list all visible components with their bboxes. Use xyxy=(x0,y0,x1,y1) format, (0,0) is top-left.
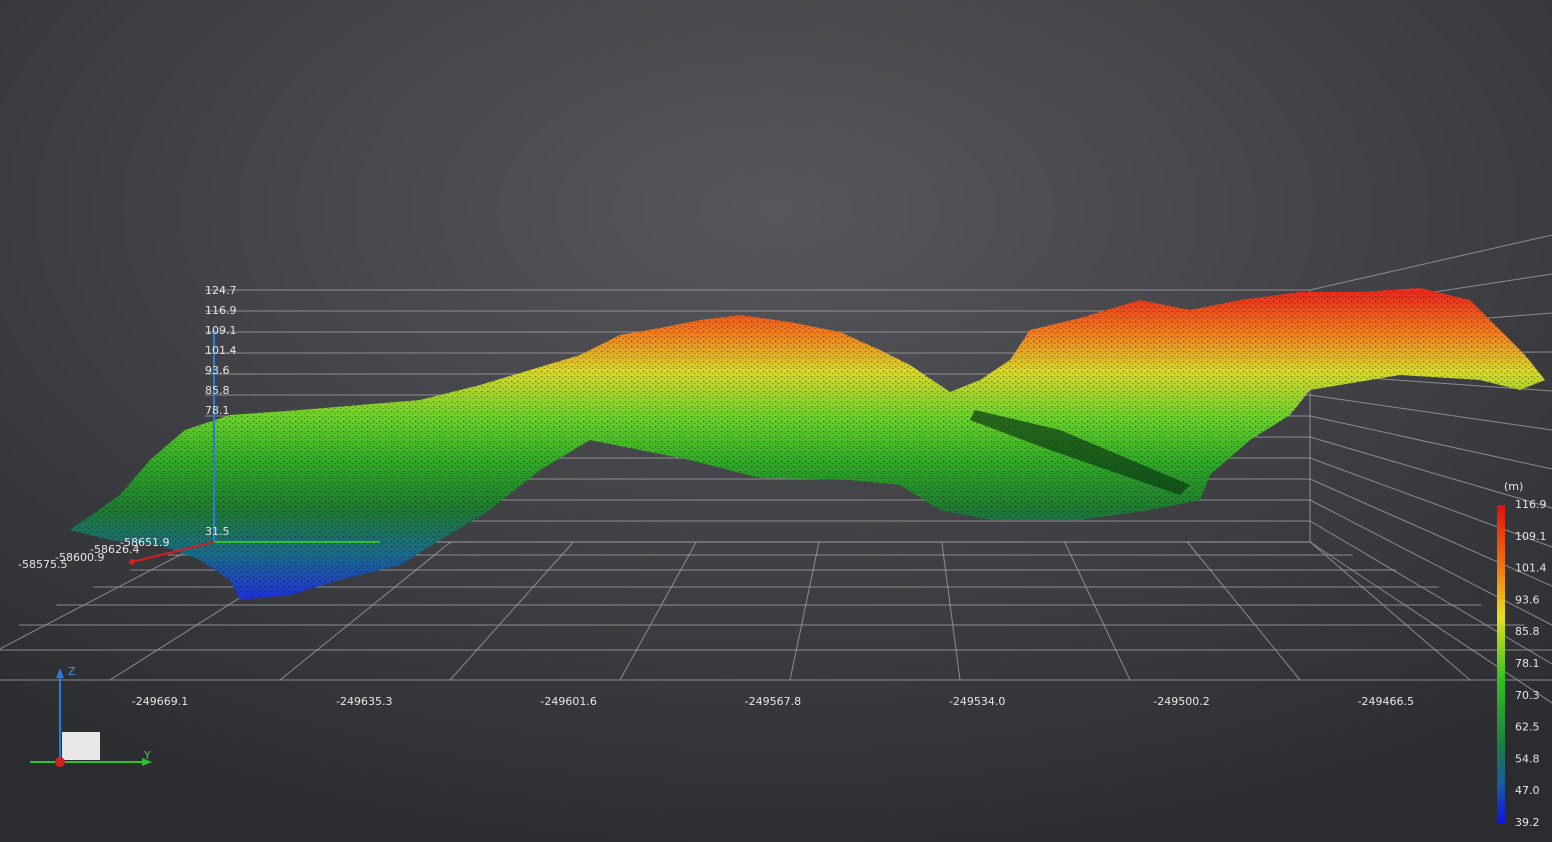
orientation-gizmo xyxy=(30,668,152,767)
axis-lines xyxy=(129,330,380,565)
color-scale-label: 85.8 xyxy=(1515,625,1540,638)
z-axis-label: 85.8 xyxy=(205,384,230,397)
color-scale-label: 93.6 xyxy=(1515,593,1540,606)
grid-line xyxy=(0,541,206,650)
gizmo-label: Y xyxy=(143,749,151,762)
grid-line xyxy=(1187,541,1301,681)
color-scale-label: 39.2 xyxy=(1515,816,1540,829)
grid-line xyxy=(1309,541,1552,704)
z-axis-label: 101.4 xyxy=(205,344,237,357)
gizmo-label: Z xyxy=(68,665,76,678)
grid-line xyxy=(1309,499,1552,626)
x-axis-label: -249601.6 xyxy=(540,695,596,708)
x-axis-label: -249567.8 xyxy=(745,695,801,708)
grid-line xyxy=(1064,541,1131,681)
color-scale-label: 47.0 xyxy=(1515,784,1540,797)
color-scale-label: 54.8 xyxy=(1515,752,1540,765)
z-axis-label: 78.1 xyxy=(205,404,230,417)
grid-line xyxy=(1309,520,1552,665)
grid-line xyxy=(619,541,697,681)
x-axis-label: -249500.2 xyxy=(1153,695,1209,708)
color-scale-label: 70.3 xyxy=(1515,689,1540,702)
z-axis-label: 116.9 xyxy=(205,304,237,317)
z-axis-label: 93.6 xyxy=(205,364,230,377)
grid-line xyxy=(1309,478,1552,587)
z-axis-label: 124.7 xyxy=(205,284,237,297)
y-axis-label: -58600.9 xyxy=(55,551,104,564)
point-cloud xyxy=(70,288,1545,600)
color-scale-unit: (m) xyxy=(1504,480,1523,493)
color-scale-label: 62.5 xyxy=(1515,721,1540,734)
grid-line xyxy=(1309,234,1552,291)
y-axis-label: -58575.5 xyxy=(18,558,67,571)
x-axis-label: -249669.1 xyxy=(132,695,188,708)
z-axis-label: 109.1 xyxy=(205,324,237,337)
grid-line xyxy=(1309,415,1552,470)
grid-line xyxy=(1309,436,1552,509)
y-axis-label: -58651.9 xyxy=(120,536,169,549)
labels: 124.7 116.9 109.1 101.4 93.6 85.8 78.1 31.5 -249… xyxy=(18,284,1547,829)
color-scale-label: 101.4 xyxy=(1515,562,1547,575)
grid-line xyxy=(1309,457,1552,548)
grid-line xyxy=(279,541,451,681)
z-axis-label: 31.5 xyxy=(205,525,230,538)
color-bar xyxy=(1497,505,1505,823)
x-axis-label: -249534.0 xyxy=(949,695,1005,708)
color-scale-label: 116.9 xyxy=(1515,498,1547,511)
grid-line xyxy=(1309,541,1471,681)
grid-line xyxy=(1309,394,1552,431)
color-scale-label: 109.1 xyxy=(1515,530,1547,543)
color-scale-label: 78.1 xyxy=(1515,657,1540,670)
x-axis-label: -249466.5 xyxy=(1358,695,1414,708)
grid-line xyxy=(449,541,574,681)
y-axis-label: -58626.4 xyxy=(90,543,139,556)
grid-line xyxy=(789,541,820,681)
x-axis-label: -249635.3 xyxy=(336,695,392,708)
grid-line xyxy=(941,541,961,681)
